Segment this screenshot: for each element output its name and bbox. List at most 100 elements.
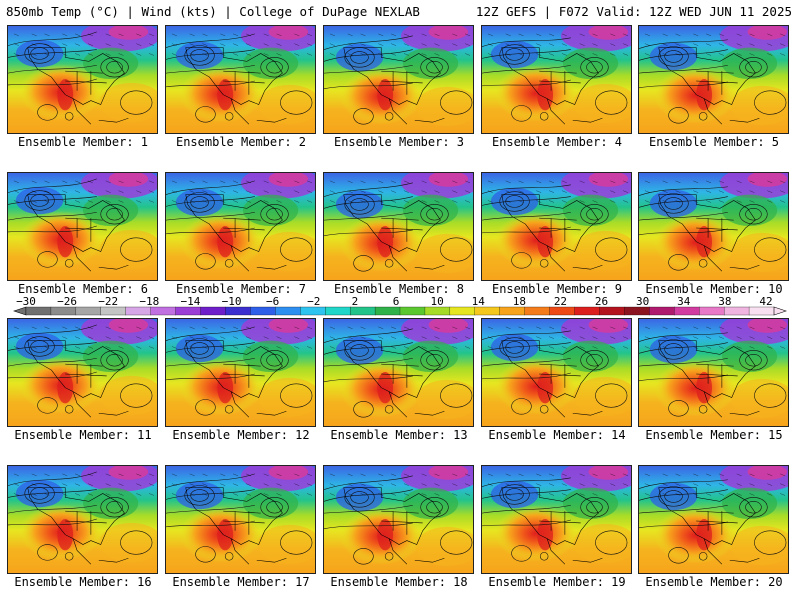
panel-label: Ensemble Member: 17: [172, 575, 310, 589]
ensemble-panel: [323, 465, 474, 574]
ensemble-panel: [7, 25, 158, 134]
panel-label: Ensemble Member: 3: [333, 135, 465, 149]
temperature-map: [8, 173, 157, 280]
colorbar-segment: [100, 306, 127, 316]
colorbar-segment: [574, 306, 600, 316]
panel-label: Ensemble Member: 10: [645, 282, 783, 296]
panel-label: Ensemble Member: 19: [488, 575, 626, 589]
colorbar-segment: [225, 306, 251, 316]
colorbar-segment: [374, 306, 401, 316]
temperature-map: [639, 466, 788, 573]
panel-label: Ensemble Member: 5: [648, 135, 780, 149]
colorbar-segment: [624, 306, 650, 316]
panel-label: Ensemble Member: 20: [645, 575, 783, 589]
colorbar-segment: [50, 306, 77, 316]
colorbar-tick-label: −26: [57, 297, 77, 308]
temperature-map: [639, 319, 788, 426]
ensemble-panel: [165, 25, 316, 134]
temperature-map: [482, 466, 631, 573]
colorbar-tick-label: −22: [98, 297, 118, 308]
panel-label: Ensemble Member: 15: [645, 428, 783, 442]
colorbar-segment: [524, 306, 551, 316]
temperature-map: [324, 173, 473, 280]
colorbar-tick-label: −30: [16, 297, 36, 308]
colorbar-segment: [325, 306, 351, 316]
colorbar-segment: [699, 306, 725, 316]
panel-label: Ensemble Member: 14: [488, 428, 626, 442]
colorbar-tick-label: −2: [307, 297, 320, 308]
colorbar-segment: [349, 306, 376, 316]
colorbar-segment: [200, 306, 226, 316]
panel-label: Ensemble Member: 6: [17, 282, 149, 296]
ensemble-panel: [165, 172, 316, 281]
colorbar-segment: [649, 306, 675, 316]
ensemble-panel: [481, 465, 632, 574]
temperature-map: [482, 319, 631, 426]
panel-label: Ensemble Member: 18: [330, 575, 468, 589]
colorbar-tick-label: −18: [139, 297, 159, 308]
colorbar-tick-label: 22: [554, 297, 567, 308]
panel-label: Ensemble Member: 8: [333, 282, 465, 296]
colorbar-segment: [449, 306, 476, 316]
colorbar-left-arrow: [13, 306, 27, 316]
colorbar-tick-label: 34: [677, 297, 691, 308]
panel-label: Ensemble Member: 11: [14, 428, 152, 442]
colorbar-tick-label: 26: [595, 297, 608, 308]
panel-label: Ensemble Member: 2: [175, 135, 307, 149]
ensemble-panel: [638, 465, 789, 574]
temperature-map: [482, 173, 631, 280]
colorbar-graphic: −30 −26 −22 −18 −14 −10 −6 −2 2 6 10 14 18 22 26 30 34 38…: [13, 297, 787, 316]
colorbar-segment: [275, 306, 301, 316]
ensemble-panel: [481, 25, 632, 134]
panel-label: Ensemble Member: 4: [491, 135, 623, 149]
colorbar-segment: [300, 306, 326, 316]
colorbar-tick-label: 30: [636, 297, 649, 308]
colorbar-tick-label: 10: [430, 297, 443, 308]
temperature-map: [166, 173, 315, 280]
colorbar-segment: [25, 306, 52, 316]
ensemble-panel: [638, 318, 789, 427]
colorbar-tick-label: 14: [472, 297, 486, 308]
colorbar-segment: [599, 306, 625, 316]
temperature-map: [166, 319, 315, 426]
ensemble-panel: [7, 465, 158, 574]
ensemble-panel: [7, 172, 158, 281]
panel-label: Ensemble Member: 9: [491, 282, 623, 296]
ensemble-panel: [7, 318, 158, 427]
colorbar-segment: [474, 306, 501, 316]
colorbar-segment: [424, 306, 451, 316]
ensemble-panel: [638, 172, 789, 281]
colorbar-segment: [75, 306, 102, 316]
ensemble-panel: [323, 25, 474, 134]
ensemble-panel: [323, 318, 474, 427]
colorbar-tick-label: 42: [759, 297, 772, 308]
colorbar-segment: [499, 306, 526, 316]
chart-title: 850mb Temp (°C) | Wind (kts) | College o…: [6, 4, 420, 19]
colorbar-tick-label: 2: [352, 297, 359, 308]
colorbar-segment: [748, 306, 775, 316]
panel-label: Ensemble Member: 7: [175, 282, 307, 296]
colorbar-tick-label: −14: [181, 297, 201, 308]
temperature-map: [8, 466, 157, 573]
colorbar-segment: [674, 306, 700, 316]
colorbar-tick-label: −10: [222, 297, 242, 308]
ensemble-panel: [165, 465, 316, 574]
temperature-map: [166, 466, 315, 573]
colorbar-tick-label: −6: [266, 297, 279, 308]
colorbar-segment: [175, 306, 201, 316]
panel-label: Ensemble Member: 12: [172, 428, 310, 442]
panel-label: Ensemble Member: 1: [17, 135, 149, 149]
temperature-map: [324, 26, 473, 133]
temperature-map: [8, 26, 157, 133]
temperature-map: [639, 26, 788, 133]
colorbar-segment: [723, 306, 750, 316]
panel-label: Ensemble Member: 13: [330, 428, 468, 442]
panel-label: Ensemble Member: 16: [14, 575, 152, 589]
colorbar-tick-label: 6: [393, 297, 400, 308]
colorbar-segment: [125, 306, 152, 316]
colorbar-right-arrow: [773, 306, 787, 316]
temperature-colorbar: −30 −26 −22 −18 −14 −10 −6 −2 2 6 10 14 18 22 26 30 34 38…: [6, 297, 794, 319]
ensemble-panel: [481, 318, 632, 427]
colorbar-segment: [150, 306, 177, 316]
temperature-map: [324, 466, 473, 573]
